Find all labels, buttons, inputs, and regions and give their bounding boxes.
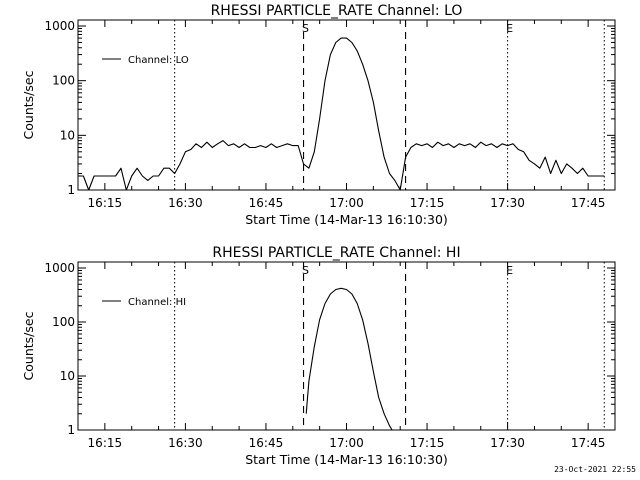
legend-entry: Channel: LO [128, 55, 189, 66]
chart-title: RHESSI PARTICLE_RATE Channel: LO [211, 3, 463, 19]
x-axis-label: Start Time (14-Mar-13 16:10:30) [245, 452, 448, 467]
y-tick-label: 1 [67, 423, 75, 437]
x-tick-label: 17:45 [571, 436, 606, 450]
x-tick-label: 17:45 [571, 196, 606, 210]
x-tick-label: 16:45 [249, 436, 284, 450]
y-axis-label: Counts/sec [21, 70, 36, 139]
y-tick-label: 100 [52, 315, 75, 329]
timestamp-label: 23-Oct-2021 22:55 [554, 465, 636, 474]
y-tick-label: 1000 [44, 261, 75, 275]
x-axis-label: Start Time (14-Mar-13 16:10:30) [245, 212, 448, 227]
x-tick-label: 16:30 [168, 436, 203, 450]
series-line-1 [305, 287, 393, 431]
y-axis-label: Counts/sec [21, 311, 36, 380]
x-tick-label: 16:15 [88, 436, 123, 450]
x-tick-label: 17:15 [410, 436, 445, 450]
marker-label: S [302, 22, 309, 35]
x-tick-label: 16:45 [249, 196, 284, 210]
x-tick-label: 17:30 [490, 436, 525, 450]
x-tick-label: 17:15 [410, 196, 445, 210]
legend-entry: Channel: HI [128, 297, 186, 308]
chart-title: RHESSI PARTICLE_RATE Channel: HI [212, 245, 460, 261]
panel-2: RHESSI PARTICLE_RATE Channel: HI Start Ti… [21, 245, 616, 467]
panel-1: RHESSI PARTICLE_RATE Channel: LO Start Ti… [21, 3, 616, 227]
x-tick-label: 16:30 [168, 196, 203, 210]
plot-frame [77, 261, 616, 431]
x-tick-label: 16:15 [88, 196, 123, 210]
y-tick-label: 1000 [44, 19, 75, 33]
footer-timestamp: 23-Oct-2021 22:55 [554, 459, 636, 477]
y-tick-label: 100 [52, 74, 75, 88]
y-tick-label: 10 [60, 128, 75, 142]
y-tick-label: 1 [67, 183, 75, 197]
x-tick-label: 17:30 [490, 196, 525, 210]
marker-label: E [506, 22, 513, 35]
x-tick-label: 17:00 [329, 196, 364, 210]
x-tick-label: 17:00 [329, 436, 364, 450]
y-tick-label: 10 [60, 369, 75, 383]
marker-label: E [506, 264, 513, 277]
marker-label: S [302, 264, 309, 277]
series-line-1 [78, 37, 605, 191]
